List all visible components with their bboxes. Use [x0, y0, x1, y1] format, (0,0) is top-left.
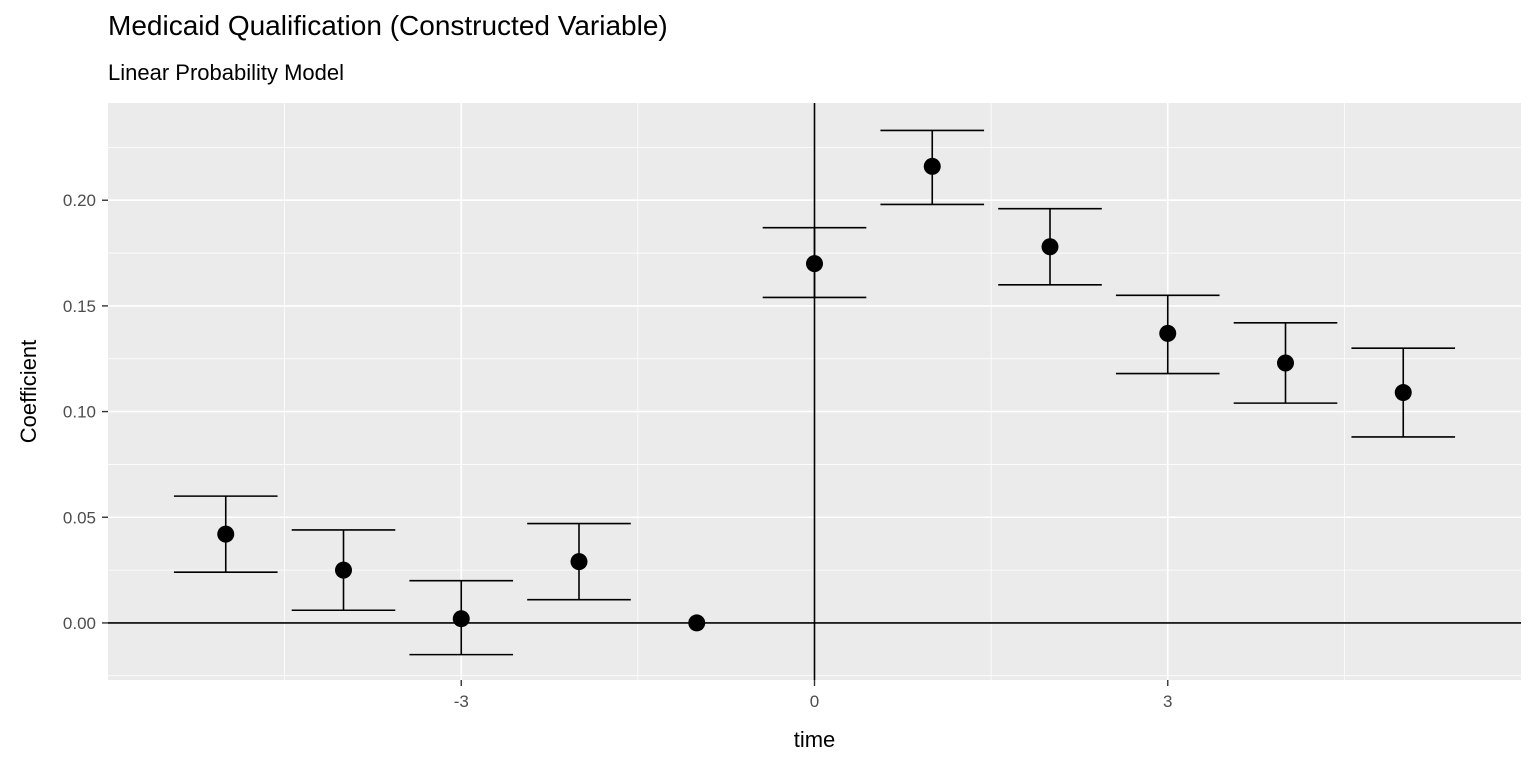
coefficient-point [806, 255, 823, 273]
x-tick-label: -3 [454, 692, 469, 711]
coefficient-point [452, 610, 470, 628]
coefficient-points [217, 157, 1412, 632]
chart-subtitle: Linear Probability Model [108, 60, 345, 85]
y-tick-label: 0.15 [63, 297, 96, 316]
reference-lines [108, 103, 1521, 680]
x-axis-title: time [794, 727, 836, 752]
coefficient-point [217, 525, 235, 543]
coefficient-point [688, 614, 706, 632]
coefficient-point [923, 157, 941, 175]
coefficient-point [1277, 354, 1294, 372]
x-axis: -3 0 3 [454, 680, 1172, 711]
coefficient-point [335, 561, 352, 579]
y-tick-label: 0.20 [63, 191, 96, 210]
y-tick-label: 0.05 [63, 508, 96, 527]
y-axis-title: Coefficient [16, 340, 41, 444]
coefficient-point [1159, 324, 1177, 342]
coefficient-point [1394, 384, 1412, 402]
y-tick-label: 0.00 [63, 614, 96, 633]
coefficient-point [1041, 238, 1059, 256]
chart-title: Medicaid Qualification (Constructed Vari… [108, 10, 668, 41]
x-tick-label: 0 [810, 692, 819, 711]
x-tick-label: 3 [1163, 692, 1172, 711]
coefficient-point [570, 553, 588, 571]
y-axis: 0.00 0.05 0.10 0.15 0.20 [63, 191, 108, 633]
y-tick-label: 0.10 [63, 403, 96, 422]
